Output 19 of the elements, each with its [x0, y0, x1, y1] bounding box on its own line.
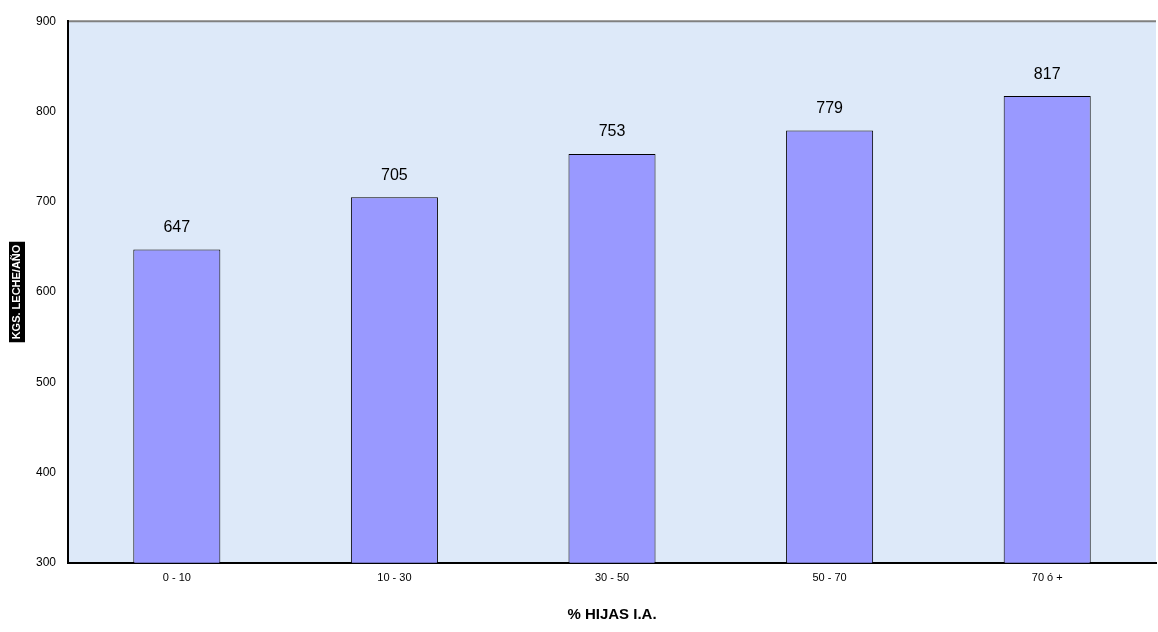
y-axis-title: KGS. LECHE/AÑO — [10, 244, 23, 340]
y-tick-label: 700 — [35, 194, 57, 209]
y-tick-label: 300 — [35, 555, 57, 570]
y-tick-label: 600 — [35, 284, 57, 299]
data-label: 647 — [163, 217, 191, 235]
data-label: 705 — [381, 165, 408, 183]
x-tick-label: 10 - 30 — [377, 571, 412, 584]
data-label: 779 — [816, 98, 844, 116]
data-label: 753 — [598, 122, 626, 140]
data-label: 817 — [1033, 64, 1061, 82]
y-tick-label: 800 — [35, 103, 57, 118]
x-tick-label: 0 - 10 — [162, 571, 191, 584]
x-axis-title: % HIJAS I.A. — [567, 605, 657, 623]
x-tick-label: 30 - 50 — [594, 571, 630, 584]
y-tick-label: 400 — [35, 464, 57, 479]
y-tick-label: 500 — [35, 374, 57, 389]
x-tick-label: 70 ó + — [1031, 571, 1063, 584]
y-tick-label: 900 — [35, 13, 57, 28]
x-tick-label: 50 - 70 — [812, 571, 847, 584]
